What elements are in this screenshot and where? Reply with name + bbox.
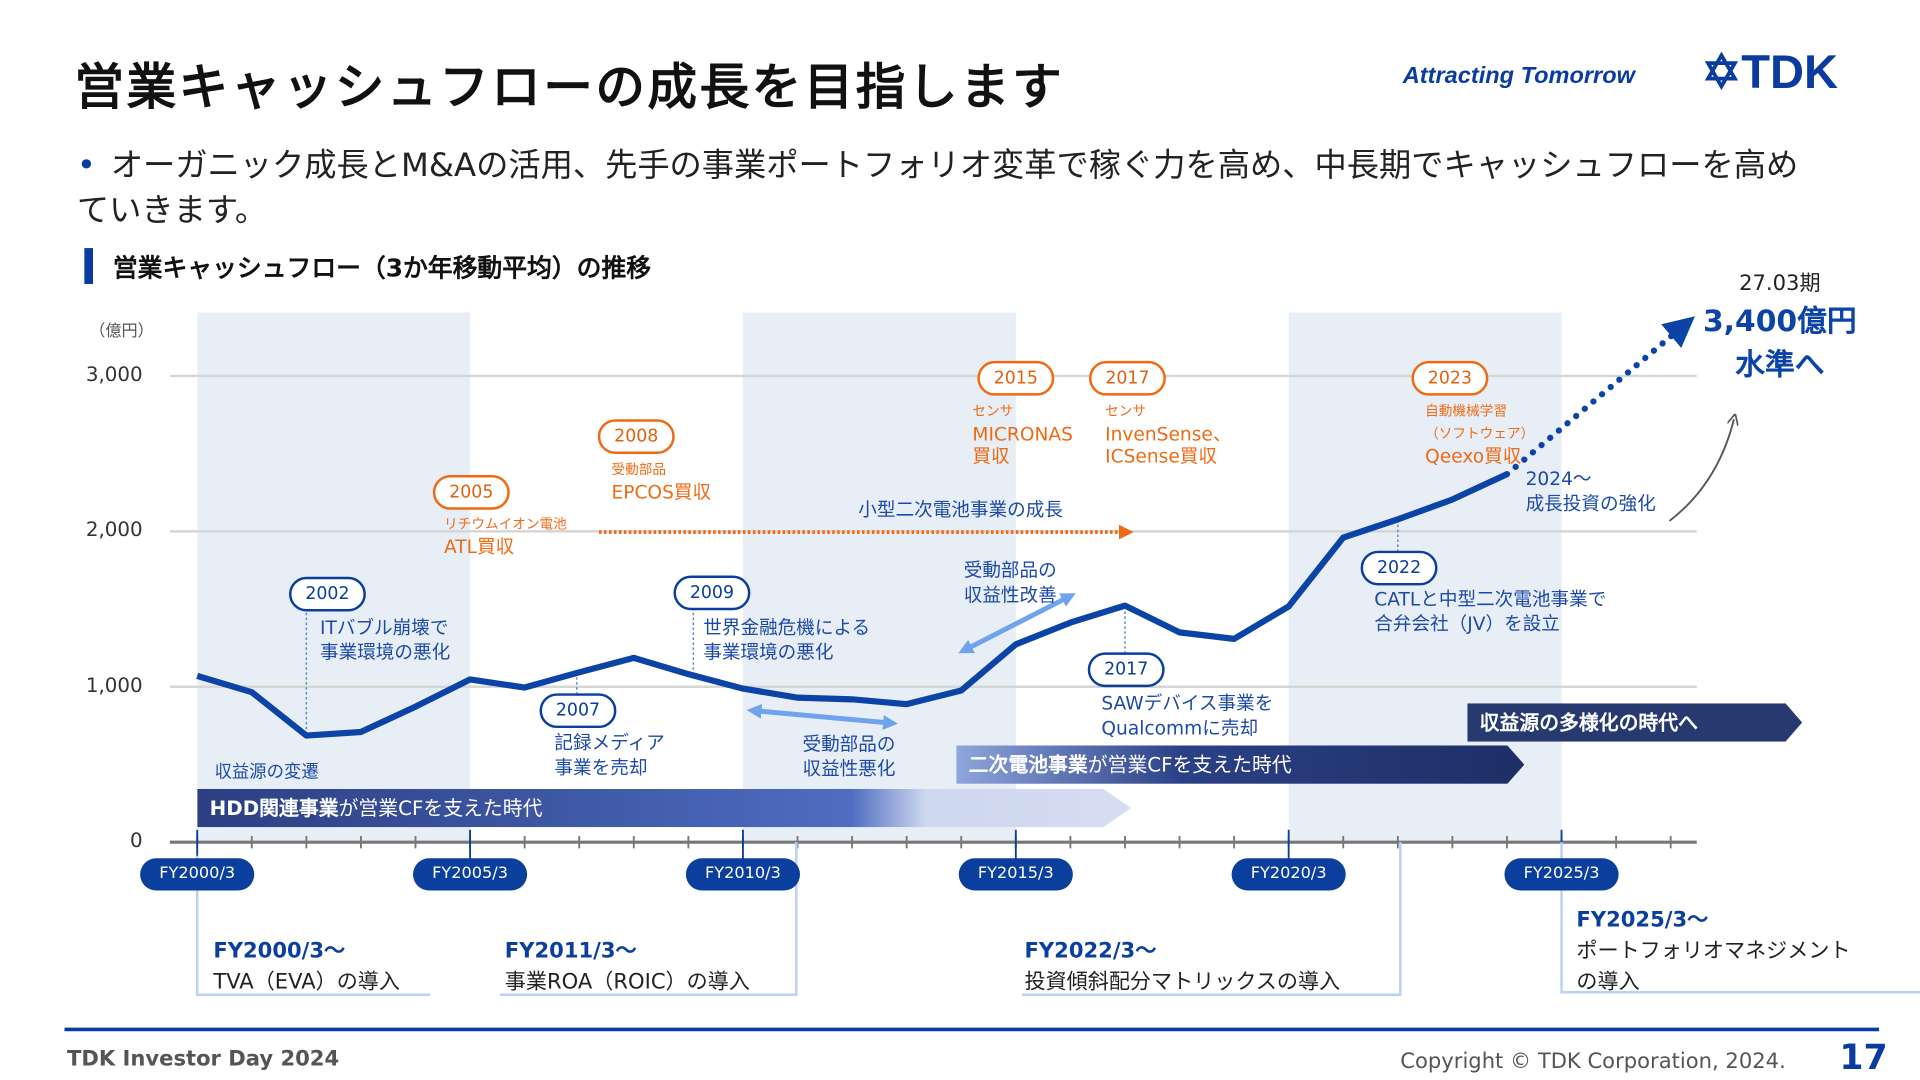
cash-flow-line bbox=[196, 471, 1509, 739]
x-tick-label: FY2020/3 bbox=[1231, 858, 1346, 891]
event-year-2022: 2022 bbox=[1360, 550, 1438, 586]
passive-improve-arrow bbox=[958, 593, 1076, 654]
revenue-shift-label: 収益源の変遷 bbox=[214, 762, 319, 783]
section-title: 営業キャッシュフロー（3か年移動平均）の推移 bbox=[84, 248, 651, 285]
page-title: 営業キャッシュフローの成長を目指します bbox=[74, 59, 1065, 117]
footer-copyright: Copyright © TDK Corporation, 2024. bbox=[1400, 1049, 1786, 1075]
event-year-2009: 2009 bbox=[673, 575, 751, 611]
y-tick-label: 1,000 bbox=[85, 673, 143, 697]
event-year-2002: 2002 bbox=[288, 576, 366, 612]
acq-year-2015: 2015 bbox=[977, 360, 1055, 396]
band-diversification-era: 収益源の多様化の時代へ bbox=[1467, 703, 1803, 742]
x-tick-label: FY2010/3 bbox=[685, 858, 800, 891]
page-number: 17 bbox=[1839, 1036, 1888, 1078]
event-2002: ITバブル崩壊で 事業環境の悪化 bbox=[319, 616, 451, 664]
event-year-2017: 2017 bbox=[1087, 652, 1165, 688]
event-2017: SAWデバイス事業を Qualcommに売却 bbox=[1101, 692, 1274, 740]
growth-curve-arrow bbox=[1668, 419, 1733, 522]
acq-2023: 自動機械学習 （ソフトウェア） Qeexo買収 bbox=[1425, 403, 1535, 468]
x-tick-label: FY2025/3 bbox=[1504, 858, 1619, 891]
bullet-text: • オーガニック成長とM&Aの活用、先手の事業ポートフォリオ変革で稼ぐ力を高め、中… bbox=[76, 147, 1799, 230]
x-tick-label: FY2000/3 bbox=[140, 858, 255, 891]
y-unit-label: （億円） bbox=[89, 322, 154, 342]
acq-year-2023: 2023 bbox=[1411, 360, 1489, 396]
acq-year-2008: 2008 bbox=[597, 419, 675, 454]
battery-growth-label: 小型二次電池事業の成長 bbox=[858, 498, 1063, 521]
passive-worse-label: 受動部品の 収益性悪化 bbox=[802, 733, 896, 781]
event-year-2007: 2007 bbox=[539, 693, 617, 729]
passive-worse-arrow bbox=[746, 703, 898, 730]
acq-year-2005: 2005 bbox=[432, 475, 510, 510]
y-tick-label: 2,000 bbox=[85, 517, 143, 542]
growth-investment-label: 2024～ 成長投資の強化 bbox=[1525, 467, 1656, 515]
acq-2017: センサ InvenSense、 ICSense買収 bbox=[1105, 403, 1232, 468]
policy-fy2025: FY2025/3～ ポートフォリオマネジメント の導入 bbox=[1576, 907, 1851, 995]
band-battery-era: 二次電池事業が営業CFを支えた時代 bbox=[956, 745, 1525, 784]
tdk-emblem-icon: ✡ bbox=[1701, 47, 1742, 100]
acq-year-2017: 2017 bbox=[1088, 360, 1166, 396]
bullet-icon: • bbox=[76, 147, 96, 185]
acq-2005: リチウムイオン電池 ATL買収 bbox=[444, 515, 567, 559]
event-2022: CATLと中型二次電池事業で 合弁会社（JV）を設立 bbox=[1374, 587, 1607, 636]
policy-brackets bbox=[195, 842, 1920, 996]
tdk-logo: ✡TDK bbox=[1701, 47, 1839, 100]
acq-2015: センサ MICRONAS 買収 bbox=[972, 403, 1073, 468]
forecast-dotted-line bbox=[1503, 316, 1695, 478]
policy-fy2000: FY2000/3～ TVA（EVA）の導入 bbox=[213, 938, 400, 995]
policy-fy2011: FY2011/3～ 事業ROA（ROIC）の導入 bbox=[504, 938, 750, 995]
policy-fy2022: FY2022/3～ 投資傾斜配分マトリックスの導入 bbox=[1024, 938, 1341, 995]
y-tick-label: 3,000 bbox=[85, 362, 143, 386]
footer-event: TDK Investor Day 2024 bbox=[66, 1046, 340, 1072]
band-hdd-era: HDD関連事業が営業CFを支えた時代 bbox=[197, 788, 1132, 828]
target-callout: 27.03期 3,400億円 水準へ bbox=[1702, 271, 1857, 383]
tagline: Attracting Tomorrow bbox=[1402, 63, 1635, 90]
event-2007: 記録メディア 事業を売却 bbox=[554, 731, 665, 779]
x-tick-label: FY2005/3 bbox=[413, 858, 528, 891]
event-2009: 世界金融危機による 事業環境の悪化 bbox=[703, 616, 871, 664]
acq-2008: 受動部品 EPCOS買収 bbox=[611, 461, 712, 504]
x-tick-label: FY2015/3 bbox=[958, 858, 1073, 891]
y-tick-label: 0 bbox=[129, 828, 143, 853]
passive-improve-label: 受動部品の 収益性改善 bbox=[963, 559, 1057, 607]
